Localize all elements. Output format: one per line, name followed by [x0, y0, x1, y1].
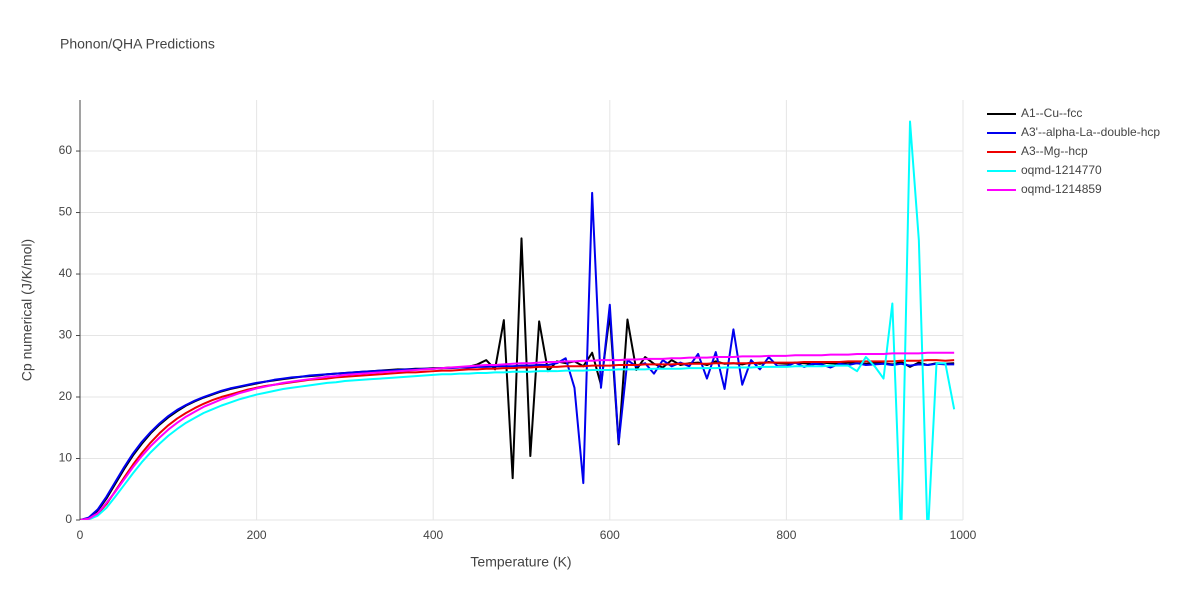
x-tick-label: 0 [77, 528, 84, 542]
y-tick-label: 10 [59, 451, 73, 465]
series-line [80, 237, 955, 520]
x-tick-label: 800 [776, 528, 796, 542]
y-tick-label: 50 [59, 205, 73, 219]
legend-label: oqmd-1214770 [1021, 163, 1102, 177]
legend-label: A1--Cu--fcc [1021, 106, 1082, 120]
grid: 0 200 400 600 800 1000 0 10 20 30 40 50 60 [59, 100, 977, 542]
x-tick-label: 600 [600, 528, 620, 542]
x-axis-label: Temperature (K) [470, 554, 571, 570]
x-tick-label: 1000 [950, 528, 977, 542]
legend-label: A3--Mg--hcp [1021, 144, 1088, 158]
y-tick-label: 30 [59, 328, 73, 342]
y-tick-label: 0 [65, 512, 72, 526]
y-axis-label: Cp numerical (J/K/mol) [19, 239, 35, 381]
legend-label: A3'--alpha-La--double-hcp [1021, 125, 1160, 139]
chart-title: Phonon/QHA Predictions [60, 36, 215, 52]
x-tick-label: 200 [247, 528, 267, 542]
series-line [80, 351, 955, 520]
y-tick-label: 20 [59, 389, 73, 403]
x-tick-label: 400 [423, 528, 443, 542]
y-tick-label: 40 [59, 266, 73, 280]
plot-area [80, 120, 956, 520]
legend: A1--Cu--fcc A3'--alpha-La--double-hcp A3--… [987, 106, 1160, 196]
legend-label: oqmd-1214859 [1021, 182, 1102, 196]
y-tick-label: 60 [59, 143, 73, 157]
series-line [80, 359, 955, 520]
series-line [80, 120, 956, 520]
